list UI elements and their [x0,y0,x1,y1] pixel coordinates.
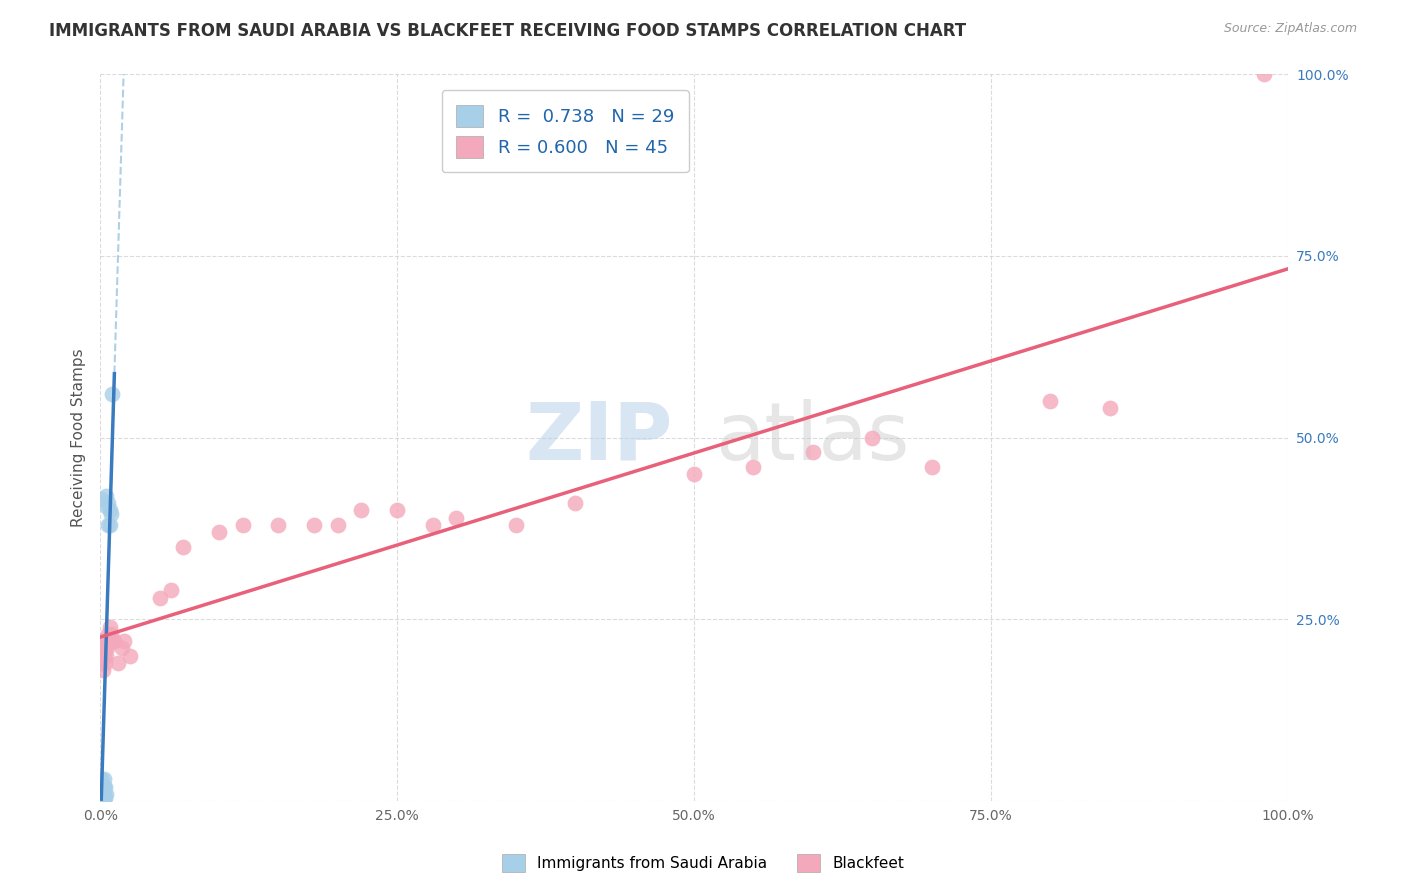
Point [91,634,114,648]
Point [93,648,115,663]
Point [100,627,122,641]
Point [94,641,117,656]
Point [97,496,120,510]
Point [98,620,121,634]
Point [98,517,121,532]
Point [91,663,114,677]
Point [96,641,118,656]
Point [118,648,141,663]
Point [91,780,114,794]
Point [103,634,125,648]
Point [91,787,114,801]
Point [93,780,115,794]
Point [1098,401,1121,416]
Text: ZIP: ZIP [526,399,672,476]
Point [90,772,112,787]
Point [422,517,444,532]
Point [91,790,114,805]
Point [96,500,118,514]
Point [860,431,883,445]
Point [267,517,290,532]
Point [112,634,135,648]
Point [94,489,117,503]
Point [91,641,114,656]
Point [1253,67,1275,81]
Point [93,787,115,801]
Point [302,517,325,532]
Point [90,787,112,801]
Point [505,517,527,532]
Point [350,503,373,517]
Point [148,591,170,605]
Point [90,783,112,797]
Point [97,627,120,641]
Point [93,772,115,787]
Legend: Immigrants from Saudi Arabia, Blackfeet: Immigrants from Saudi Arabia, Blackfeet [494,846,912,880]
Point [90,492,112,507]
Point [94,787,117,801]
Point [160,583,183,598]
Point [564,496,586,510]
Text: IMMIGRANTS FROM SAUDI ARABIA VS BLACKFEET RECEIVING FOOD STAMPS CORRELATION CHAR: IMMIGRANTS FROM SAUDI ARABIA VS BLACKFEE… [49,22,966,40]
Point [90,787,112,801]
Point [801,445,824,459]
Point [107,656,129,670]
Point [94,648,117,663]
Point [326,517,349,532]
Point [90,790,112,805]
Point [90,787,112,801]
Point [90,656,112,670]
Point [90,648,112,663]
Point [101,387,124,401]
Point [232,517,254,532]
Point [208,525,231,540]
Point [446,510,468,524]
Point [683,467,706,481]
Text: atlas: atlas [716,399,910,476]
Point [98,503,121,517]
Point [94,634,117,648]
Point [93,634,115,648]
Legend: R =  0.738   N = 29, R = 0.600   N = 45: R = 0.738 N = 29, R = 0.600 N = 45 [441,90,689,172]
Y-axis label: Receiving Food Stamps: Receiving Food Stamps [72,348,86,527]
Point [94,656,117,670]
Point [385,503,408,517]
Point [90,634,112,648]
Text: Source: ZipAtlas.com: Source: ZipAtlas.com [1223,22,1357,36]
Point [110,641,132,656]
Point [100,507,122,521]
Point [91,783,114,797]
Point [90,780,112,794]
Point [97,517,120,532]
Point [93,790,115,805]
Point [742,459,765,474]
Point [921,459,943,474]
Point [94,780,117,794]
Point [172,540,194,554]
Point [90,790,112,805]
Point [94,790,117,805]
Point [1039,394,1062,409]
Point [101,634,124,648]
Point [90,790,112,805]
